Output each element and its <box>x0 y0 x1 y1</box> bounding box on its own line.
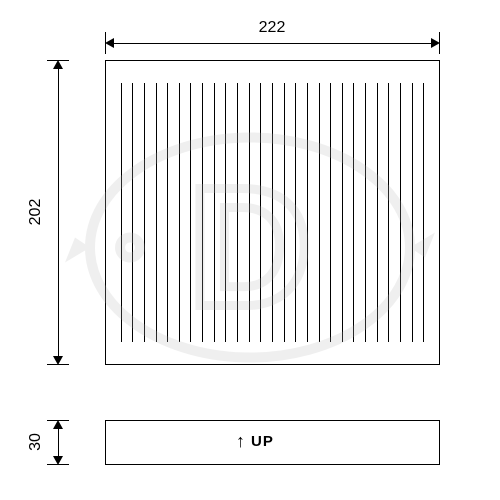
pleat-line <box>412 83 424 342</box>
pleat-line <box>272 83 284 342</box>
up-indicator: ↑ UP <box>236 432 274 450</box>
pleat-line <box>121 83 133 342</box>
pleat-line <box>110 83 121 342</box>
pleat-hatching <box>110 83 435 342</box>
pleat-line <box>167 83 179 342</box>
filter-top-view <box>105 60 440 365</box>
pleat-line <box>237 83 249 342</box>
pleat-line <box>202 83 214 342</box>
pleat-line <box>365 83 377 342</box>
pleat-line <box>342 83 354 342</box>
pleat-line <box>400 83 412 342</box>
filter-side-view: ↑ UP <box>105 420 440 465</box>
pleat-line <box>144 83 156 342</box>
up-arrow-icon: ↑ <box>236 432 245 450</box>
dim-width-tick-right <box>439 32 440 54</box>
dim-height-main-tick-bot <box>47 364 69 365</box>
dim-height-side-line <box>58 426 59 459</box>
drawing-stage: 222 202 30 ↑ UP <box>0 0 500 500</box>
pleat-line <box>190 83 202 342</box>
pleat-line <box>377 83 389 342</box>
pleat-line <box>388 83 400 342</box>
dim-width-label: 222 <box>259 19 286 37</box>
dim-height-side-arrow-top <box>53 420 63 429</box>
pleat-line <box>423 83 435 342</box>
pleat-line <box>330 83 342 342</box>
pleat-line <box>225 83 237 342</box>
pleat-line <box>132 83 144 342</box>
dim-height-side-tick-top <box>47 420 69 421</box>
dim-height-main-line <box>58 66 59 359</box>
dim-height-main-arrow-top <box>53 60 63 69</box>
dim-width-line <box>111 43 434 44</box>
pleat-line <box>284 83 296 342</box>
dim-height-main-label: 202 <box>27 199 45 226</box>
dim-height-main-tick-top <box>47 60 69 61</box>
pleat-line <box>260 83 272 342</box>
dim-width-tick-left <box>105 32 106 54</box>
up-text: UP <box>251 433 274 450</box>
dim-height-side-tick-bot <box>47 464 69 465</box>
dim-width-arrow-left <box>105 38 114 48</box>
dim-height-side-label: 30 <box>27 433 45 451</box>
pleat-line <box>353 83 365 342</box>
pleat-line <box>249 83 261 342</box>
pleat-line <box>295 83 307 342</box>
pleat-line <box>319 83 331 342</box>
pleat-line <box>307 83 319 342</box>
pleat-line <box>214 83 226 342</box>
pleat-line <box>156 83 168 342</box>
pleat-line <box>179 83 191 342</box>
